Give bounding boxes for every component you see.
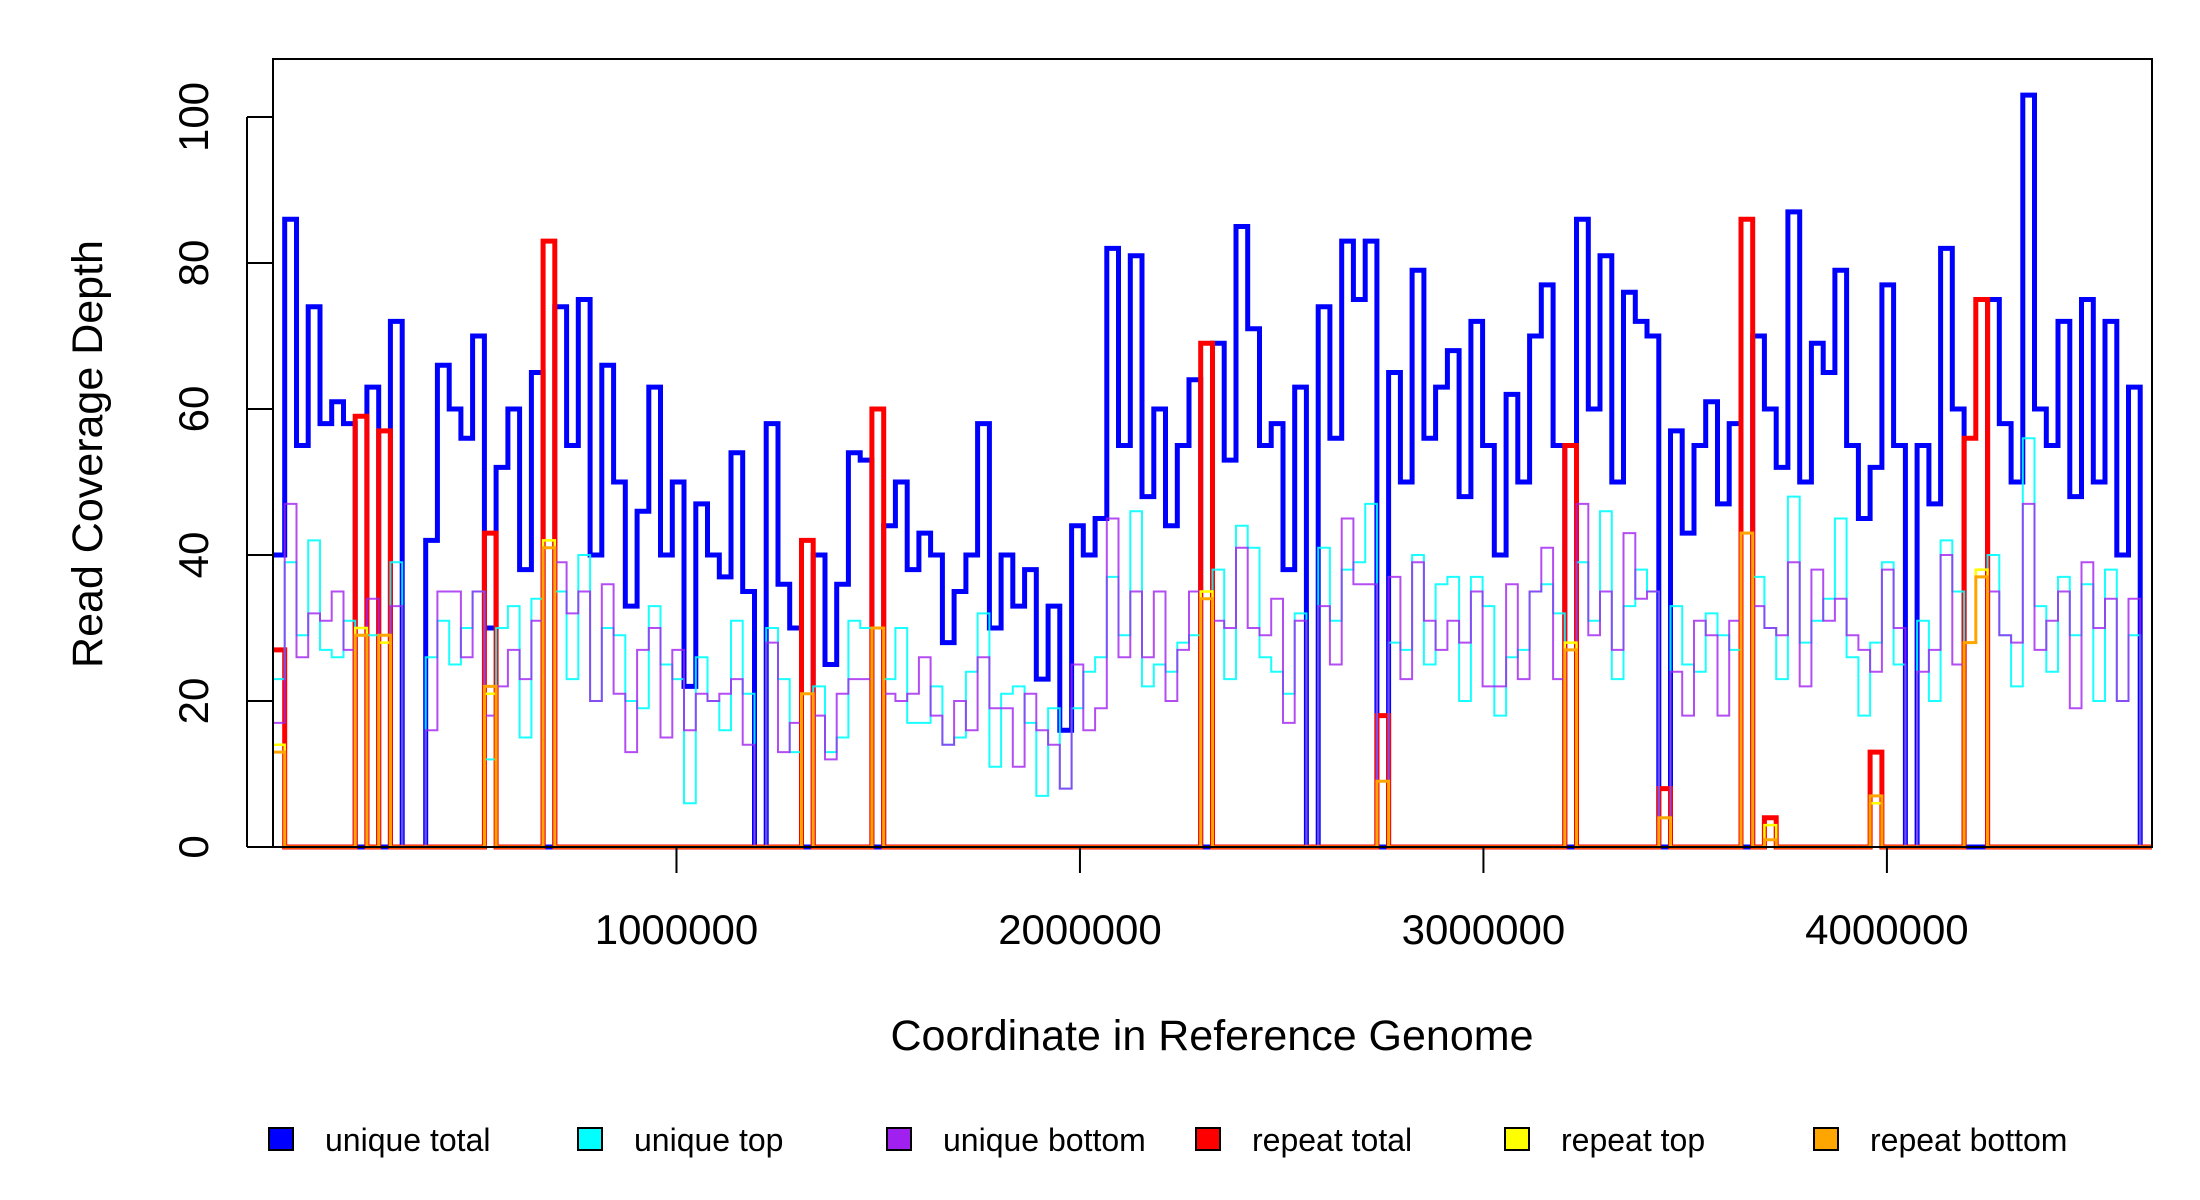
x-tick-label: 4000000 <box>1805 906 1969 953</box>
legend-swatch <box>1195 1127 1221 1151</box>
legend-swatch <box>1504 1127 1530 1151</box>
legend-swatch <box>268 1127 294 1151</box>
legend-item-unique-total: unique total <box>268 1122 490 1158</box>
legend-item-repeat-bottom: repeat bottom <box>1813 1122 2067 1158</box>
legend-label: repeat total <box>1252 1122 1412 1158</box>
y-axis-title: Read Coverage Depth <box>64 240 112 668</box>
legend-item-repeat-total: repeat total <box>1195 1122 1412 1158</box>
y-tick-label: 100 <box>170 82 217 152</box>
x-tick-label: 2000000 <box>998 906 1162 953</box>
legend-label: repeat bottom <box>1870 1122 2067 1158</box>
x-tick-label: 3000000 <box>1402 906 1566 953</box>
x-tick-label: 1000000 <box>595 906 759 953</box>
legend: unique total unique top unique bottom repea… <box>268 1122 2067 1158</box>
x-axis-title: Coordinate in Reference Genome <box>891 1012 1534 1060</box>
legend-label: unique total <box>325 1122 490 1158</box>
legend-label: unique bottom <box>943 1122 1146 1158</box>
legend-item-repeat-top: repeat top <box>1504 1122 1705 1158</box>
y-tick-label: 80 <box>170 240 217 287</box>
legend-item-unique-bottom: unique bottom <box>886 1122 1146 1158</box>
legend-swatch <box>1813 1127 1839 1151</box>
x-axis: 1000000 2000000 3000000 4000000 <box>595 846 1969 953</box>
y-tick-label: 60 <box>170 386 217 433</box>
legend-label: repeat top <box>1561 1122 1705 1158</box>
y-tick-label: 20 <box>170 678 217 725</box>
legend-swatch <box>886 1127 912 1151</box>
legend-swatch <box>577 1127 603 1151</box>
legend-item-unique-top: unique top <box>577 1122 783 1158</box>
y-tick-label: 0 <box>170 835 217 858</box>
legend-label: unique top <box>634 1122 783 1158</box>
y-axis: 0 20 40 60 80 100 <box>170 82 273 859</box>
series-layer <box>273 92 2152 850</box>
y-tick-label: 40 <box>170 532 217 579</box>
